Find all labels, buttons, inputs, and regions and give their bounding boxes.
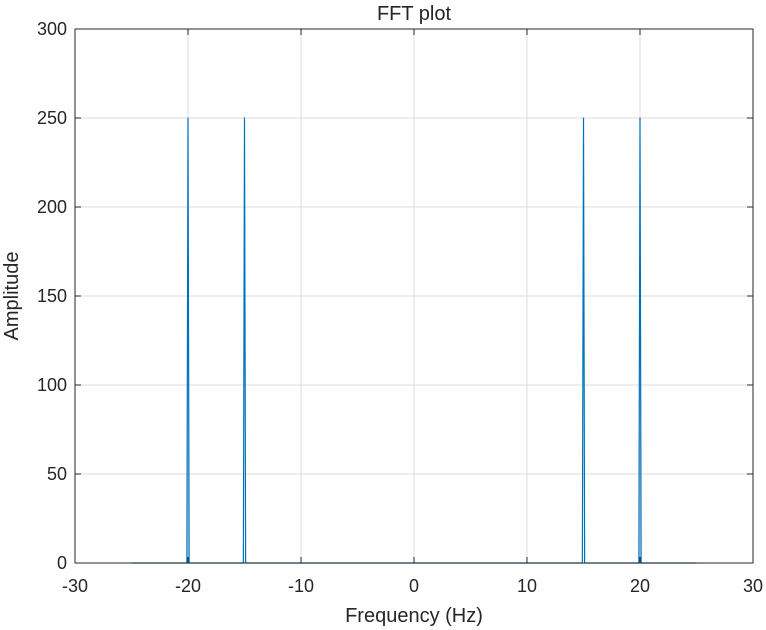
x-tick-label: -10 [288,576,314,596]
y-tick-label: 100 [37,375,67,395]
y-axis-title: Amplitude [1,252,23,341]
x-tick-label: 30 [743,576,763,596]
x-tick-label: 0 [409,576,419,596]
y-tick-label: 300 [37,19,67,39]
x-tick-label: 20 [630,576,650,596]
x-tick-labels: -30 -20 -10 0 10 20 30 [62,576,763,596]
y-tick-label: 0 [57,553,67,573]
tick-marks [74,28,754,564]
x-tick-label: 10 [517,576,537,596]
y-tick-labels: 0 50 100 150 200 250 300 [37,19,67,573]
chart-title: FFT plot [377,3,452,25]
y-tick-label: 50 [47,464,67,484]
y-tick-label: 250 [37,108,67,128]
x-axis-title: Frequency (Hz) [345,605,483,627]
x-tick-label: -30 [62,576,88,596]
y-tick-label: 200 [37,197,67,217]
y-tick-label: 150 [37,286,67,306]
x-tick-label: -20 [175,576,201,596]
